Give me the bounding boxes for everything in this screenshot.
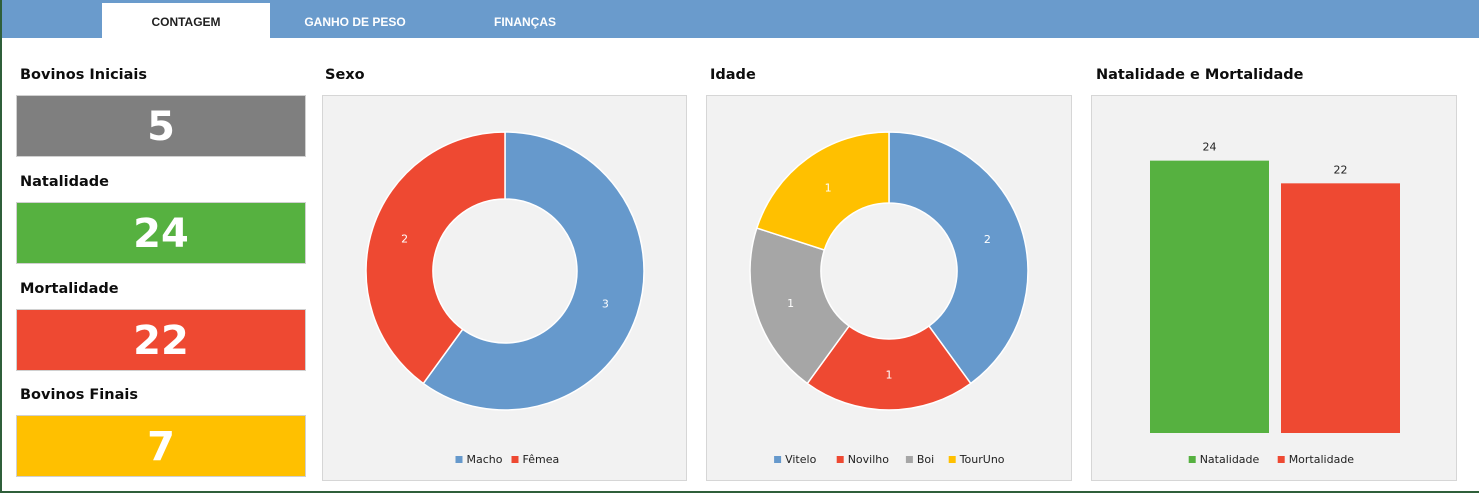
data-label-mortalidade: 22 bbox=[1334, 163, 1348, 176]
tab-bar: CONTAGEM GANHO DE PESO FINANÇAS bbox=[2, 0, 1479, 38]
data-label-vitelo: 2 bbox=[984, 233, 991, 246]
kpi-mortalidade-value: 22 bbox=[16, 309, 306, 371]
legend-swatch-vitelo bbox=[774, 456, 782, 463]
idade-donut-chart: 2 1 1 1 Vitelo Novilho Boi TourUno bbox=[749, 131, 1029, 466]
sexo-chart-panel: 3 2 Macho Fêmea bbox=[322, 95, 687, 481]
kpi-natalidade-value: 24 bbox=[16, 202, 306, 264]
legend-label-touruno: TourUno bbox=[959, 453, 1005, 466]
tab-ganho-de-peso[interactable]: GANHO DE PESO bbox=[304, 15, 406, 29]
legend-swatch-macho bbox=[455, 456, 463, 463]
legend-label-femea: Fêmea bbox=[523, 453, 560, 466]
kpi-bovinos-iniciais-value: 5 bbox=[16, 95, 306, 157]
chart-title-sexo: Sexo bbox=[325, 67, 365, 83]
slice-femea bbox=[365, 131, 506, 385]
legend-label-vitelo: Vitelo bbox=[785, 453, 816, 466]
kpi-title-mortalidade: Mortalidade bbox=[20, 281, 119, 297]
bar-mortalidade bbox=[1281, 183, 1400, 433]
kpi-title-natalidade: Natalidade bbox=[20, 174, 109, 190]
legend-label-macho: Macho bbox=[467, 453, 503, 466]
slice-boi bbox=[749, 227, 851, 385]
data-label-femea: 2 bbox=[401, 232, 408, 245]
data-label-boi: 1 bbox=[787, 297, 794, 310]
data-label-touruno: 1 bbox=[825, 181, 832, 194]
legend-swatch-femea bbox=[511, 456, 519, 463]
kpi-bovinos-finais-value: 7 bbox=[16, 415, 306, 477]
legend-swatch-touruno bbox=[948, 456, 956, 463]
chart-title-idade: Idade bbox=[710, 67, 756, 83]
natalidade-mortalidade-chart-panel: 24 22 Natalidade Mortalidade bbox=[1091, 95, 1457, 481]
sexo-donut-chart: 3 2 Macho Fêmea bbox=[365, 131, 645, 466]
slice-vitelo bbox=[888, 131, 1029, 385]
kpi-title-bovinos-finais: Bovinos Finais bbox=[20, 387, 138, 403]
chart-title-natalidade-mortalidade: Natalidade e Mortalidade bbox=[1096, 67, 1304, 83]
legend-swatch-mortalidade bbox=[1277, 456, 1285, 463]
legend-label-natalidade: Natalidade bbox=[1200, 453, 1260, 466]
data-label-novilho: 1 bbox=[886, 369, 893, 382]
idade-chart-panel: 2 1 1 1 Vitelo Novilho Boi TourUno bbox=[706, 95, 1072, 481]
data-label-macho: 3 bbox=[602, 298, 609, 311]
slice-novilho bbox=[806, 324, 972, 411]
natalidade-mortalidade-bar-chart: 24 22 Natalidade Mortalidade bbox=[1150, 141, 1400, 466]
legend-swatch-boi bbox=[905, 456, 913, 463]
legend-label-boi: Boi bbox=[917, 453, 934, 466]
data-label-natalidade: 24 bbox=[1203, 141, 1217, 154]
tab-financas[interactable]: FINANÇAS bbox=[494, 15, 556, 29]
legend-swatch-natalidade bbox=[1188, 456, 1196, 463]
kpi-title-bovinos-iniciais: Bovinos Iniciais bbox=[20, 67, 148, 83]
tab-contagem[interactable]: CONTAGEM bbox=[102, 3, 270, 38]
slice-macho bbox=[422, 131, 645, 411]
legend-swatch-novilho bbox=[836, 456, 844, 463]
legend-label-mortalidade: Mortalidade bbox=[1289, 453, 1355, 466]
bar-natalidade bbox=[1150, 160, 1269, 433]
slice-touruno bbox=[755, 131, 890, 251]
legend-label-novilho: Novilho bbox=[848, 453, 890, 466]
